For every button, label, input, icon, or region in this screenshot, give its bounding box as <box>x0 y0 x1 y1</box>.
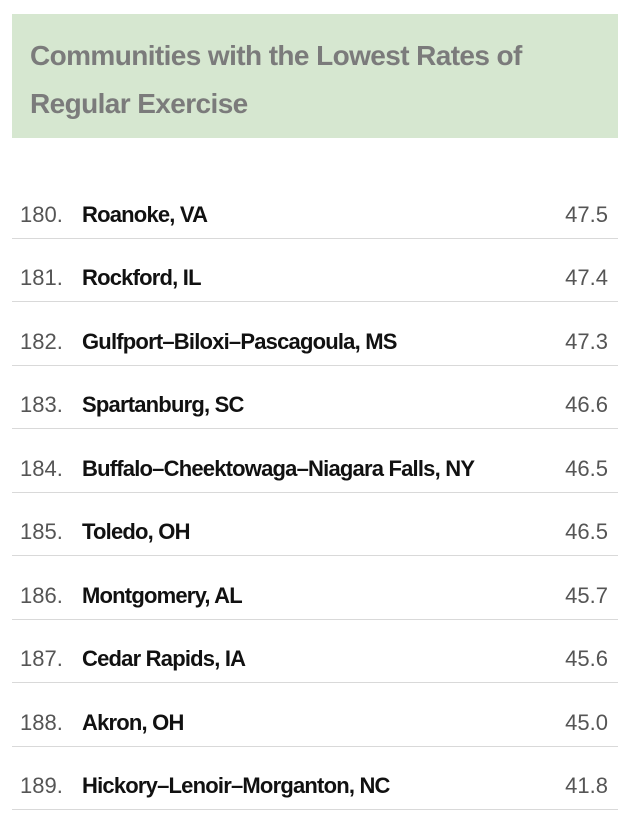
header: Communities with the Lowest Rates of Reg… <box>12 14 618 138</box>
rank: 185. <box>20 519 63 544</box>
table-row: 181. Rockford, IL 47.4 <box>12 239 618 302</box>
name: Cedar Rapids, IA <box>82 646 246 671</box>
name: Rockford, IL <box>82 265 202 290</box>
value: 47.5 <box>565 201 608 227</box>
value: 41.8 <box>565 773 608 798</box>
name: Buffalo–Cheektowaga–Niagara Falls, NY <box>82 455 475 481</box>
rank: 188. <box>20 709 63 735</box>
table-row: 185. Toledo, OH 46.5 <box>12 493 618 556</box>
name: Roanoke, VA <box>82 201 208 227</box>
value: 47.3 <box>565 328 608 354</box>
table-row: 180. Roanoke, VA 47.5 <box>12 175 618 239</box>
table-row: 186. Montgomery, AL 45.7 <box>12 556 618 620</box>
value: 45.7 <box>565 582 608 608</box>
value: 45.6 <box>565 646 608 671</box>
name: Spartanburg, SC <box>82 392 244 417</box>
name: Hickory–Lenoir–Morganton, NC <box>82 773 390 798</box>
table-row: 184. Buffalo–Cheektowaga–Niagara Falls, N… <box>12 429 618 493</box>
value: 46.6 <box>565 392 608 417</box>
name: Akron, OH <box>82 709 184 735</box>
rank: 189. <box>20 773 63 798</box>
rank: 180. <box>20 201 63 227</box>
value: 47.4 <box>565 265 608 290</box>
value: 46.5 <box>565 519 608 544</box>
title: Communities with the Lowest Rates of Reg… <box>30 40 522 119</box>
name: Gulfport–Biloxi–Pascagoula, MS <box>82 328 397 354</box>
table: 180. Roanoke, VA 47.5 181. Rockford, IL 47.4 1… <box>12 175 618 810</box>
rank: 186. <box>20 582 63 608</box>
table-row: 189. Hickory–Lenoir–Morganton, NC 41.8 <box>12 747 618 810</box>
value: 45.0 <box>565 709 608 735</box>
rank: 182. <box>20 328 63 354</box>
rank: 183. <box>20 392 63 417</box>
name: Toledo, OH <box>82 519 191 544</box>
table-row: 183. Spartanburg, SC 46.6 <box>12 366 618 429</box>
table-row: 187. Cedar Rapids, IA 45.6 <box>12 620 618 683</box>
table-row: 182. Gulfport–Biloxi–Pascagoula, MS 47.3 <box>12 302 618 366</box>
rank: 184. <box>20 455 63 481</box>
value: 46.5 <box>565 455 608 481</box>
table-row: 188. Akron, OH 45.0 <box>12 683 618 747</box>
rank: 181. <box>20 265 63 290</box>
name: Montgomery, AL <box>82 582 243 608</box>
rank: 187. <box>20 646 63 671</box>
